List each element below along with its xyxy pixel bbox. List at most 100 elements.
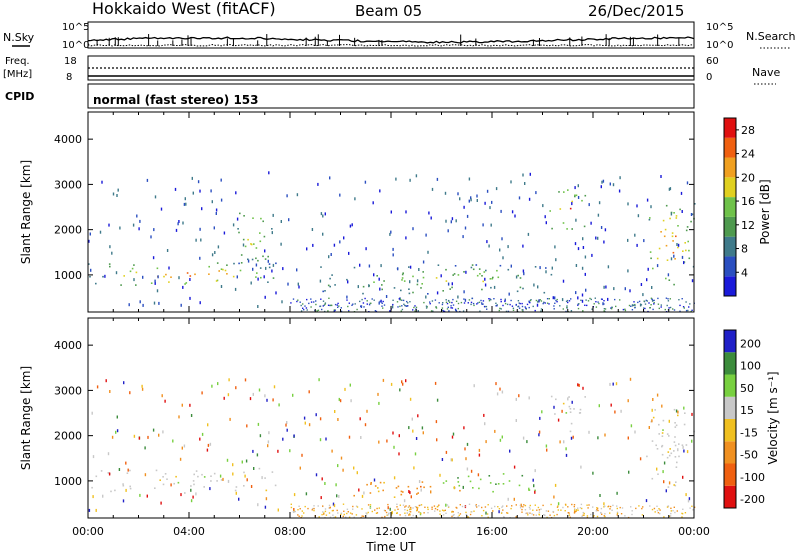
ground-cell	[692, 509, 694, 511]
ground-cell	[570, 298, 572, 300]
ground-cell	[410, 506, 412, 509]
echo-cell	[218, 270, 220, 272]
ground-cell	[324, 508, 327, 510]
ground-cell	[676, 510, 678, 512]
noise-cell	[447, 282, 450, 286]
echo-cell	[408, 292, 411, 295]
noise-cell	[409, 397, 412, 401]
noise-cell	[642, 293, 644, 297]
noise-cell	[535, 191, 537, 195]
noise-cell	[252, 449, 254, 453]
ground-cell	[691, 505, 693, 507]
ground-cell	[306, 309, 308, 311]
ground-cell	[668, 515, 670, 517]
beam-label: Beam 05	[355, 2, 422, 20]
noise-cell	[175, 228, 178, 232]
echo-cell	[666, 456, 669, 459]
ground-cell	[582, 310, 584, 312]
ground-cell	[429, 303, 431, 305]
ground-cell	[413, 306, 415, 309]
ground-cell	[587, 300, 590, 302]
ground-cell	[352, 508, 354, 510]
noise-cell	[390, 210, 392, 214]
ground-cell	[399, 299, 402, 301]
ground-cell	[418, 511, 420, 513]
echo-cell	[135, 271, 138, 274]
ground-cell	[546, 302, 549, 304]
echo-cell	[665, 277, 667, 280]
noise-cell	[181, 403, 183, 407]
echo-cell	[495, 483, 497, 485]
noise-cell	[108, 223, 110, 227]
ground-cell	[482, 300, 485, 302]
velocity-cbar-tick-label: -15	[740, 426, 758, 439]
ground-cell	[307, 507, 309, 510]
noise-cell	[293, 434, 295, 438]
noise-cell	[180, 493, 182, 497]
ground-cell	[323, 513, 325, 515]
noise-cell	[350, 399, 352, 403]
noise-cell	[253, 467, 255, 470]
time-axis-labels: 00:00 04:00 08:00 12:00 16:00 20:00 00:00	[72, 525, 710, 538]
echo-cell	[451, 286, 453, 289]
freq-label: Freq.	[5, 56, 30, 67]
noise-cell	[610, 403, 612, 407]
noise-cell	[364, 423, 367, 427]
ground-cell	[622, 308, 625, 311]
ground-cell	[313, 505, 315, 507]
ground-cell	[409, 301, 411, 303]
noise-cell	[534, 490, 536, 494]
echo-cell	[657, 473, 659, 475]
echo-cell	[675, 424, 678, 427]
ground-cell	[442, 302, 444, 304]
ground-cell	[290, 506, 293, 509]
noise-cell	[271, 269, 273, 273]
ground-cell	[483, 305, 486, 308]
noise-cell	[116, 194, 118, 197]
noise-cell	[257, 503, 259, 507]
colorbar-swatch	[724, 157, 736, 178]
noise-cell	[162, 430, 164, 434]
ground-cell	[481, 515, 483, 517]
noise-cell	[211, 253, 214, 257]
ground-cell	[590, 298, 592, 301]
noise-cell	[127, 468, 129, 472]
noise-cell	[545, 270, 547, 274]
echo-cell	[563, 191, 565, 193]
noise-cell	[652, 398, 654, 401]
ground-cell	[315, 303, 317, 306]
ground-cell	[568, 300, 571, 302]
ground-cell	[458, 514, 460, 517]
ground-cell	[322, 300, 325, 302]
noise-cell	[115, 271, 118, 275]
noise-cell	[522, 436, 525, 440]
ground-cell	[319, 305, 322, 307]
ground-cell	[385, 511, 388, 514]
ground-cell	[329, 516, 332, 518]
noise-cell	[238, 497, 240, 501]
echo-cell	[485, 269, 487, 272]
noise-cell	[286, 194, 288, 198]
noise-cell	[534, 469, 536, 473]
noise-cell	[139, 493, 141, 497]
echo-cell	[679, 208, 681, 211]
nave-label: Nave	[752, 66, 780, 79]
colorbar-swatch	[724, 216, 736, 237]
ground-cell	[648, 302, 650, 304]
ground-cell	[486, 308, 488, 310]
colorbar-swatch	[724, 485, 736, 508]
noise-cell	[410, 495, 412, 499]
ground-cell	[334, 303, 337, 306]
noise-cell	[129, 391, 131, 395]
noise-cell	[320, 496, 322, 500]
y-tick-label: 1000	[54, 269, 82, 282]
echo-cell	[648, 218, 651, 221]
ground-cell	[603, 300, 605, 302]
ground-cell	[396, 503, 398, 505]
ground-cell	[656, 505, 658, 507]
echo-cell	[671, 235, 674, 238]
ground-cell	[359, 300, 361, 303]
noise-cell	[496, 392, 499, 396]
power-cbar-tick-label: 20	[741, 171, 755, 184]
ground-cell	[454, 308, 457, 311]
